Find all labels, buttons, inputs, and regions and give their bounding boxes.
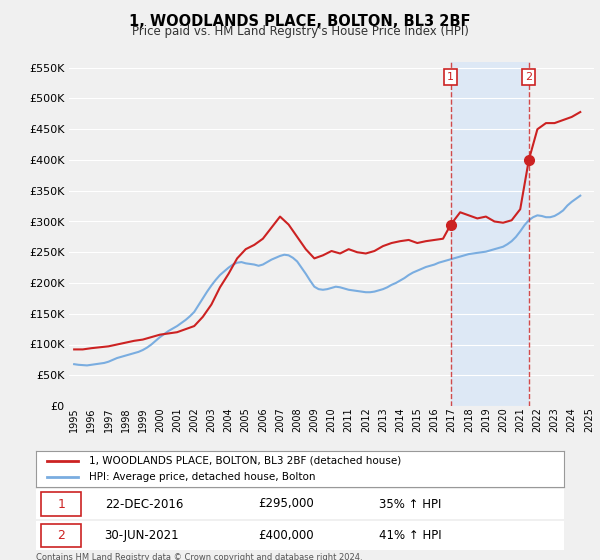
- Text: 2: 2: [525, 72, 532, 82]
- FancyBboxPatch shape: [41, 524, 81, 547]
- Text: £400,000: £400,000: [258, 529, 313, 542]
- Text: £295,000: £295,000: [258, 497, 314, 511]
- Text: 22-DEC-2016: 22-DEC-2016: [104, 497, 183, 511]
- Text: Contains HM Land Registry data © Crown copyright and database right 2024.
This d: Contains HM Land Registry data © Crown c…: [36, 553, 362, 560]
- Text: HPI: Average price, detached house, Bolton: HPI: Average price, detached house, Bolt…: [89, 472, 316, 482]
- Text: 35% ↑ HPI: 35% ↑ HPI: [379, 497, 442, 511]
- Text: 30-JUN-2021: 30-JUN-2021: [104, 529, 179, 542]
- Text: 1, WOODLANDS PLACE, BOLTON, BL3 2BF: 1, WOODLANDS PLACE, BOLTON, BL3 2BF: [129, 14, 471, 29]
- Text: 1: 1: [58, 497, 65, 511]
- Text: Price paid vs. HM Land Registry's House Price Index (HPI): Price paid vs. HM Land Registry's House …: [131, 25, 469, 38]
- Text: 1: 1: [447, 72, 454, 82]
- Text: 2: 2: [58, 529, 65, 542]
- Bar: [451, 62, 529, 406]
- Text: 1, WOODLANDS PLACE, BOLTON, BL3 2BF (detached house): 1, WOODLANDS PLACE, BOLTON, BL3 2BF (det…: [89, 456, 401, 466]
- Text: 41% ↑ HPI: 41% ↑ HPI: [379, 529, 442, 542]
- FancyBboxPatch shape: [41, 492, 81, 516]
